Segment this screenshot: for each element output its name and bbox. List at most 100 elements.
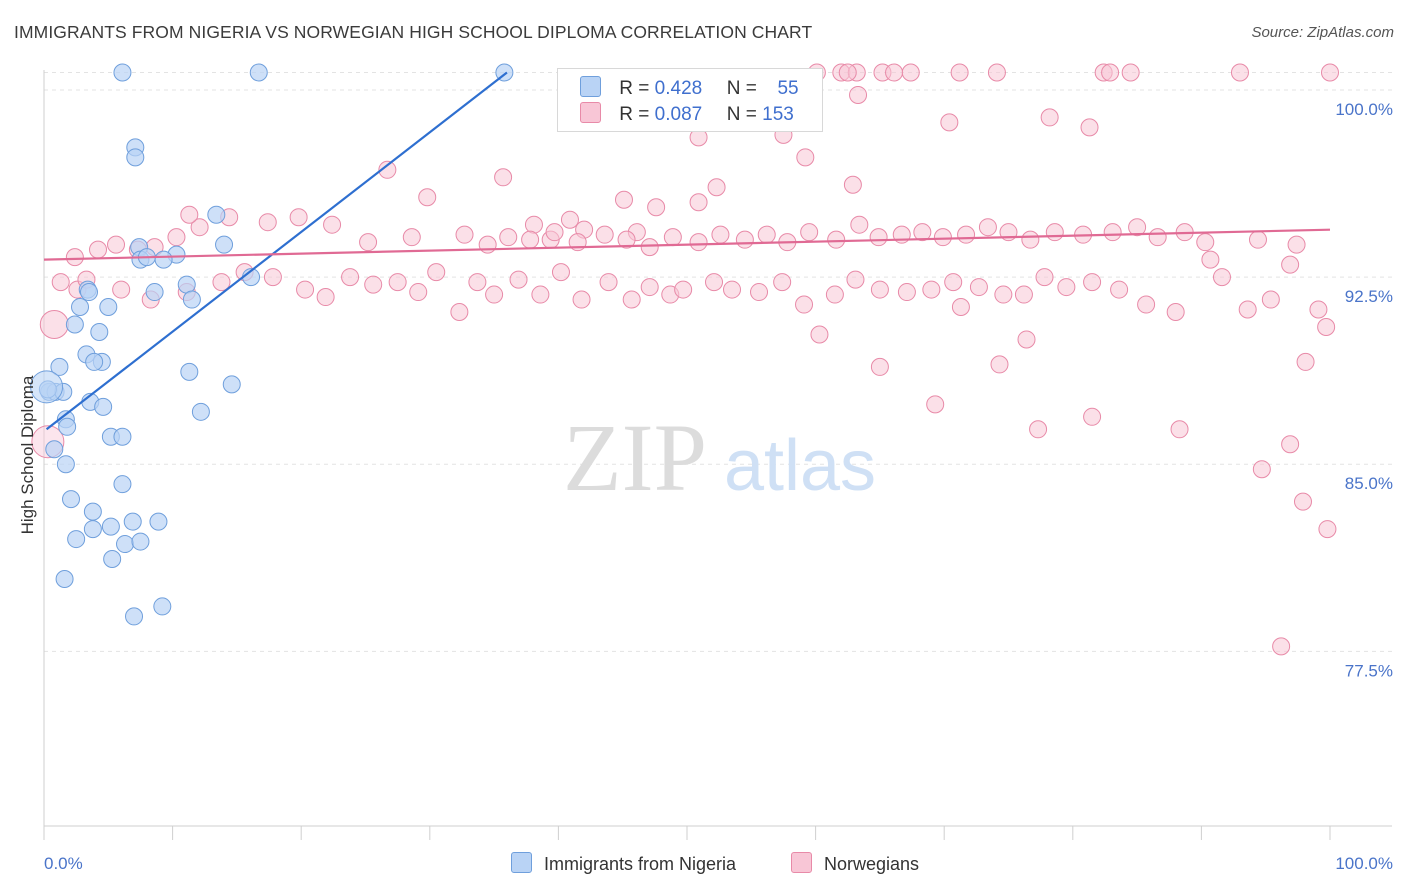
bottom-legend-label-nigeria: Immigrants from Nigeria [544, 854, 737, 874]
norwegians-point [773, 273, 792, 292]
norwegians-point [957, 225, 976, 244]
norwegians-point [409, 283, 428, 302]
norwegians-point [897, 283, 916, 302]
legend-swatch-norwegians [580, 102, 601, 123]
legend-row-norwegians: R = 0.087 N = 153 [580, 102, 794, 126]
nigeria-point [71, 298, 90, 317]
norwegians-trend-line [43, 228, 1331, 261]
watermark: ZIP atlas [563, 404, 876, 511]
nigeria-point [180, 362, 199, 381]
norwegians-point [674, 280, 693, 299]
norwegians-point [810, 325, 829, 344]
y-tick-label: 85.0% [1345, 474, 1393, 493]
norwegians-point [870, 357, 889, 376]
bottom-legend-swatch-nigeria [511, 852, 532, 873]
norwegians-point [951, 298, 970, 317]
norwegians-point [838, 63, 857, 82]
norwegians-point [1170, 420, 1189, 439]
norwegians-point [978, 218, 997, 237]
norwegians-point [663, 228, 682, 247]
nigeria-point [113, 475, 132, 494]
nigeria-point [83, 502, 102, 521]
bottom-legend-label-norwegians: Norwegians [824, 854, 920, 874]
norwegians-point [289, 208, 308, 227]
nigeria-point [149, 512, 168, 531]
norwegians-point [1321, 63, 1339, 82]
bottom-legend-swatch-norwegians [791, 852, 812, 873]
norwegians-point [850, 215, 869, 234]
nigeria-point [215, 235, 234, 254]
norwegians-point [1281, 255, 1300, 274]
nigeria-point [126, 148, 145, 167]
legend-n-label: N = [726, 78, 757, 99]
norwegians-point [545, 223, 564, 242]
norwegians-point [795, 295, 814, 314]
norwegians-point [950, 63, 969, 82]
norwegians-point [614, 190, 633, 209]
y-axis-title: High School Diploma [18, 375, 37, 534]
x-tick-label: 100.0% [1335, 854, 1393, 873]
norwegians-point [572, 290, 591, 309]
norwegians-point [388, 273, 407, 292]
norwegians-point [478, 235, 497, 254]
nigeria-point [90, 322, 109, 341]
nigeria-trend-line [45, 71, 508, 431]
norwegians-point [1252, 460, 1271, 479]
nigeria-point [207, 205, 226, 224]
legend-n-value-norwegians: 153 [762, 104, 794, 125]
norwegians-point [1110, 280, 1129, 299]
norwegians-point [1148, 228, 1167, 247]
nigeria-point [222, 375, 241, 394]
norwegians-point [1101, 63, 1120, 82]
norwegians-point [969, 278, 988, 297]
nigeria-point [125, 607, 144, 626]
norwegians-point [1166, 303, 1185, 322]
norwegians-point [341, 268, 360, 287]
norwegians-point [846, 270, 865, 289]
nigeria-point [58, 417, 77, 436]
norwegians-point [1045, 223, 1064, 242]
norwegians-point [870, 280, 889, 299]
norwegians-point [647, 198, 666, 217]
norwegians-point [378, 160, 397, 179]
norwegians-point [1121, 63, 1140, 82]
norwegians-point [296, 280, 315, 299]
nigeria-point [123, 512, 142, 531]
nigeria-point [249, 63, 268, 82]
norwegians-point [940, 113, 959, 132]
legend-row-nigeria: R = 0.428 N = 55 [580, 76, 799, 100]
norwegians-point [1293, 492, 1312, 511]
norwegians-point [167, 228, 186, 247]
norwegians-point [1083, 407, 1102, 426]
axis-labels: 100.0% 92.5% 85.0% 77.5% 0.0% 100.0% High Scho… [18, 100, 1393, 873]
nigeria-point [56, 455, 75, 474]
norwegians-point [521, 230, 540, 249]
nigeria-point [177, 275, 196, 294]
norwegians-point [1248, 230, 1267, 249]
norwegians-point [450, 303, 469, 322]
norwegians-point [843, 175, 862, 194]
norwegians-point [212, 273, 231, 292]
norwegians-point [707, 178, 726, 197]
norwegians-point [1281, 435, 1300, 454]
norwegians-point [735, 230, 754, 249]
bottom-legend-nigeria: Immigrants from Nigeria [511, 852, 736, 875]
y-tick-label: 92.5% [1345, 287, 1393, 306]
nigeria-point [67, 530, 86, 549]
nigeria-point [55, 569, 74, 588]
norwegians-point [990, 355, 1009, 374]
nigeria-point [101, 517, 120, 536]
norwegians-point [51, 273, 70, 292]
nigeria-point [83, 520, 102, 539]
norwegians-point [640, 278, 659, 297]
norwegians-point [796, 148, 815, 167]
legend-r-label: R = [619, 78, 650, 99]
chart-title: IMMIGRANTS FROM NIGERIA VS NORWEGIAN HIG… [14, 22, 813, 42]
norwegians-point [1318, 520, 1337, 539]
norwegians-point [827, 230, 846, 249]
legend-n-value-nigeria: 55 [777, 78, 799, 99]
norwegians-point [180, 205, 199, 224]
norwegians-point [1212, 268, 1231, 287]
watermark-atlas: atlas [724, 426, 876, 506]
